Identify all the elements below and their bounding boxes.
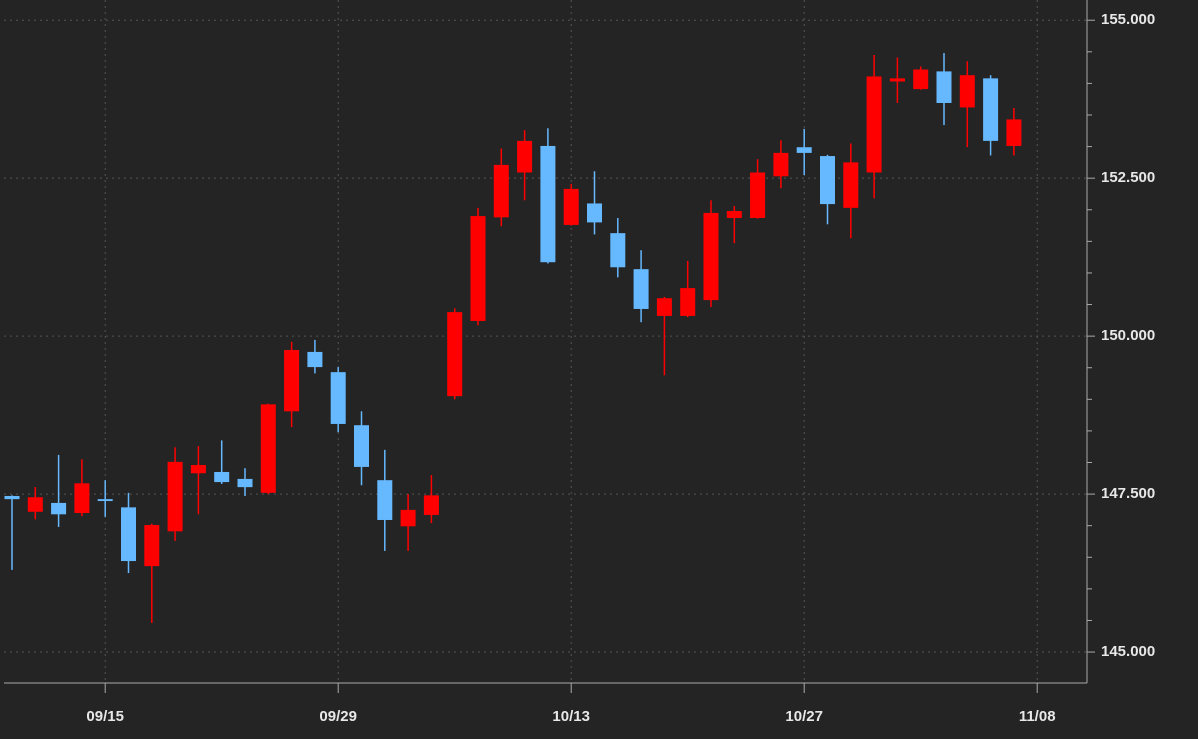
candle-body <box>284 350 300 412</box>
x-tick-label: 09/15 <box>86 708 124 725</box>
x-tick-label: 10/13 <box>552 708 590 725</box>
candle-body <box>796 147 812 153</box>
candle-body <box>423 495 439 515</box>
candle-body <box>470 216 486 321</box>
candle-body <box>493 164 509 218</box>
candle-body <box>354 425 369 467</box>
candle-body <box>680 288 696 316</box>
candle-body <box>750 172 766 218</box>
candle-body <box>726 211 742 218</box>
x-tick-label: 09/29 <box>319 708 357 725</box>
candle-body <box>4 495 20 500</box>
candle-body <box>656 298 672 316</box>
candle-body <box>1006 119 1022 146</box>
candle-body <box>703 212 719 301</box>
candle-body <box>983 78 999 141</box>
candle-body <box>167 461 183 532</box>
candle-body <box>190 465 206 474</box>
candle-body <box>447 312 463 397</box>
candle-body <box>27 497 43 512</box>
candle-body <box>820 156 835 205</box>
candle-body <box>74 483 90 514</box>
candle-body <box>144 525 160 567</box>
candle-body <box>377 480 393 520</box>
candle-body <box>97 499 113 502</box>
candle-body <box>121 507 136 562</box>
candle-body <box>866 76 882 173</box>
candle-body <box>587 203 602 223</box>
candle-body <box>307 351 323 368</box>
candle-body <box>330 372 346 424</box>
candle-body <box>610 233 626 268</box>
y-tick-label: 147.500 <box>1101 485 1155 502</box>
candle-body <box>913 69 929 90</box>
candle-body <box>563 188 579 225</box>
candle-body <box>214 471 230 483</box>
candle-body <box>400 509 416 527</box>
candle-body <box>936 71 952 103</box>
y-tick-label: 145.000 <box>1101 643 1155 660</box>
candle-body <box>843 162 859 208</box>
y-tick-label: 155.000 <box>1101 11 1155 28</box>
candle-body <box>237 478 253 488</box>
candle-body <box>889 78 905 82</box>
candle-body <box>540 145 556 263</box>
candle-body <box>260 404 276 493</box>
x-tick-label: 10/27 <box>785 708 823 725</box>
candle-body <box>51 502 67 515</box>
y-tick-label: 152.500 <box>1101 169 1155 186</box>
candle-body <box>773 152 789 177</box>
candle-body <box>517 140 533 173</box>
candle-body <box>959 75 975 108</box>
x-tick-label: 11/08 <box>1019 708 1056 725</box>
candle-body <box>633 269 649 309</box>
y-tick-label: 150.000 <box>1101 327 1155 344</box>
